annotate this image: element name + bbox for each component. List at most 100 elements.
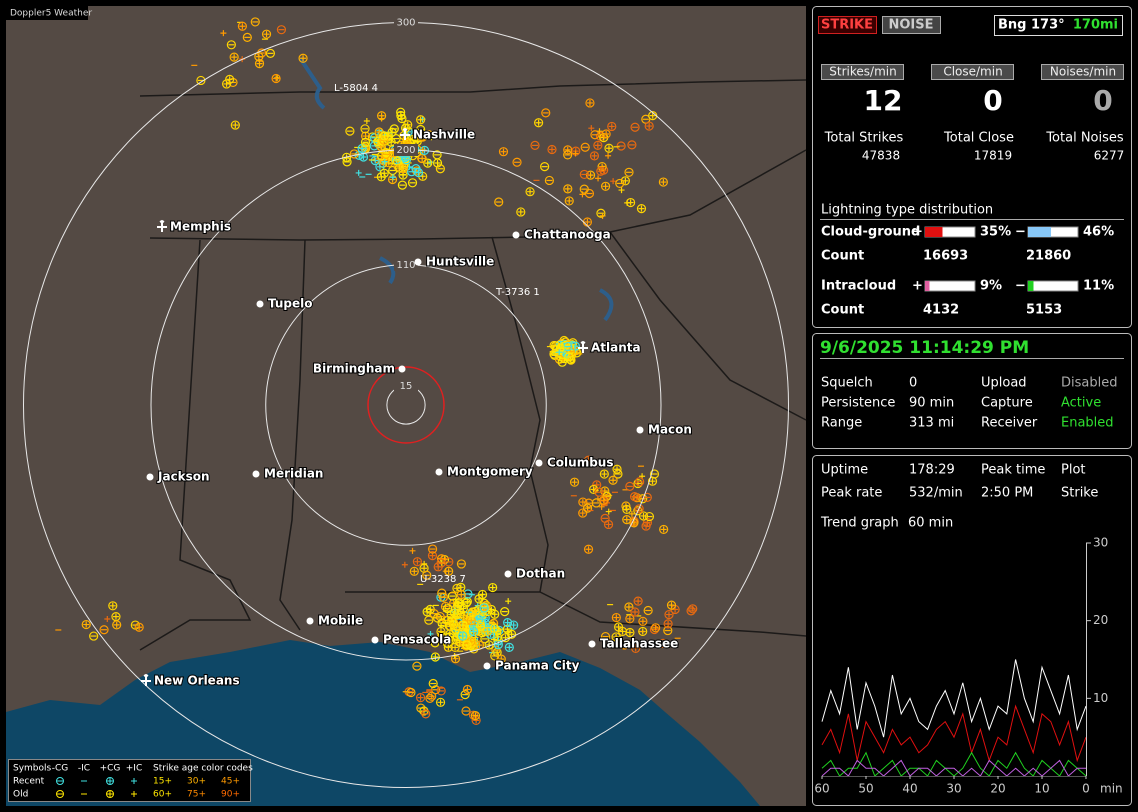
strike-symbol xyxy=(479,603,489,613)
legend-age: 45+ xyxy=(221,777,240,787)
strike-symbol xyxy=(638,494,648,504)
strike-symbol xyxy=(432,653,439,660)
legend-symbol xyxy=(106,790,114,798)
total-label: Total Noises xyxy=(1045,131,1124,146)
type-label: Intracloud xyxy=(821,279,896,294)
strike-symbol xyxy=(500,607,510,617)
strike-symbol xyxy=(435,164,445,174)
strike-symbol xyxy=(421,565,428,572)
strike-symbol xyxy=(626,615,633,622)
strike-symbol xyxy=(456,590,466,600)
strike-symbol xyxy=(220,30,227,37)
strike-symbol xyxy=(605,152,612,159)
strike-symbol xyxy=(644,121,654,131)
strike-symbol xyxy=(635,477,645,487)
strike-symbol xyxy=(623,506,630,513)
strike-symbol xyxy=(488,582,498,593)
rate-label: Close/min xyxy=(943,65,1002,79)
strike-symbol xyxy=(489,623,500,633)
strike-symbol xyxy=(396,165,403,172)
strike-symbol xyxy=(619,640,630,650)
strike-symbol xyxy=(471,715,481,726)
strike-button[interactable] xyxy=(818,16,877,34)
airport-icon xyxy=(157,219,167,232)
count-label: Count xyxy=(821,303,864,318)
strike-symbol xyxy=(622,504,632,515)
stats-cell: 2:50 PM xyxy=(981,486,1033,501)
bar xyxy=(925,281,930,291)
strike-symbol xyxy=(541,108,551,118)
x-tick-label: 30 xyxy=(946,782,961,796)
strike-symbol xyxy=(436,558,446,568)
strike-symbol xyxy=(652,624,659,631)
strike-symbol xyxy=(588,484,599,495)
strike-symbol xyxy=(432,613,443,623)
strike-symbol xyxy=(611,632,621,642)
strike-symbol xyxy=(649,469,660,479)
status-cell: Squelch xyxy=(821,376,873,391)
strike-symbol xyxy=(641,521,651,531)
strike-symbol xyxy=(112,620,122,630)
strike-symbol xyxy=(469,626,479,637)
strike-symbol xyxy=(419,155,426,162)
city-label: Atlanta xyxy=(591,341,641,355)
storm-label: U-3238 7 xyxy=(420,574,466,585)
strike-symbol xyxy=(415,693,426,703)
strike-symbol xyxy=(411,568,418,575)
strike-symbol xyxy=(666,611,673,618)
strike-symbol xyxy=(630,122,640,132)
strike-symbol xyxy=(547,144,557,155)
strike-symbol xyxy=(472,712,479,719)
city-dot xyxy=(483,662,491,670)
strike-symbol xyxy=(473,717,480,724)
strike-symbol xyxy=(488,606,495,613)
strike-symbol xyxy=(597,161,607,172)
strike-symbol xyxy=(613,469,623,479)
sign: − xyxy=(1015,225,1026,240)
strike-symbol xyxy=(445,621,456,631)
strike-symbol xyxy=(273,75,280,82)
strike-symbol xyxy=(412,133,422,144)
strike-symbol xyxy=(104,616,111,623)
strike-symbol xyxy=(580,142,590,152)
strike-symbol xyxy=(638,205,645,212)
strike-symbol xyxy=(265,48,276,58)
strike-symbol xyxy=(554,354,565,364)
strike-symbol xyxy=(83,621,90,628)
strike-symbol xyxy=(639,618,646,625)
strike-symbol xyxy=(643,523,650,530)
strike-symbol xyxy=(237,21,247,31)
strike-symbol xyxy=(300,55,307,62)
legend-label: Strike age color codes xyxy=(153,764,253,774)
strike-symbol xyxy=(254,52,264,62)
strike-symbol xyxy=(544,175,554,186)
strike-symbol xyxy=(601,471,608,478)
strike-symbol xyxy=(444,566,454,576)
trend-line xyxy=(821,704,1087,763)
percent: 9% xyxy=(980,279,1002,294)
strike-symbol xyxy=(397,180,407,190)
distance: 170mi xyxy=(1073,18,1118,33)
strike-symbol xyxy=(428,544,438,554)
strike-symbol xyxy=(449,608,460,618)
airport-icon xyxy=(400,127,410,140)
strike-symbol xyxy=(596,166,606,176)
strike-symbol xyxy=(372,157,379,164)
city-dot xyxy=(636,426,644,434)
strike-symbol xyxy=(394,163,404,173)
noise-button[interactable] xyxy=(882,16,941,34)
strike-symbol xyxy=(588,125,595,132)
city-dot xyxy=(146,473,154,481)
strike-symbol xyxy=(389,129,396,136)
strike-symbol xyxy=(452,655,459,662)
lake xyxy=(298,56,614,322)
strike-symbol xyxy=(489,618,499,628)
strike-symbol xyxy=(437,632,444,639)
strike-symbol xyxy=(464,686,471,693)
strike-symbol xyxy=(579,169,589,180)
strike-symbol xyxy=(427,551,438,561)
strike-symbol xyxy=(434,160,441,167)
strike-symbol xyxy=(430,652,440,662)
strike-symbol xyxy=(460,612,467,619)
city-label: Chattanooga xyxy=(524,228,611,242)
